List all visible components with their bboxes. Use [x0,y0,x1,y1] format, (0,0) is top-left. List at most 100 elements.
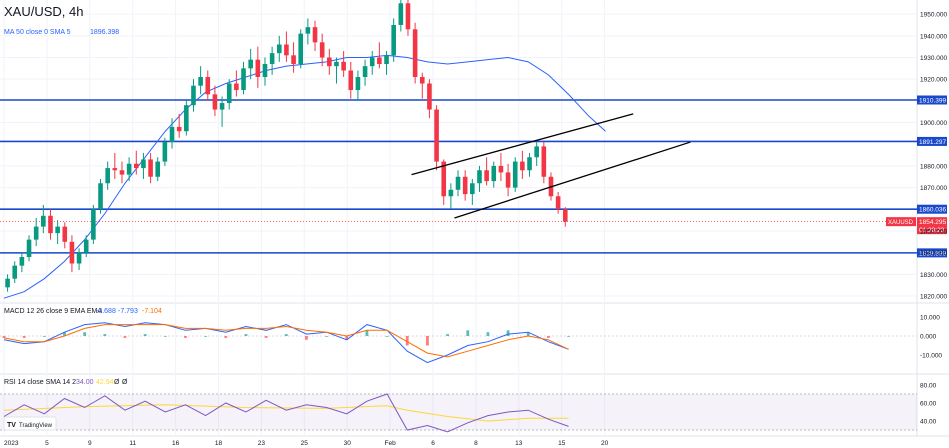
axes: 1950.000 1940.000 1930.000 1920.000 1900.000… [4,12,947,447]
macd-histogram-bar [466,330,470,336]
candles [5,0,568,292]
candle-body [562,209,568,222]
macd-histogram-bar [163,336,167,337]
price-tick-label: 1930.000 [920,55,947,62]
candle-body [83,239,89,253]
candle-body [191,85,196,106]
rsi-tick-label: 80.00 [920,383,937,390]
macd-histogram-bar [345,336,349,340]
time-tick-label: 6 [431,440,435,447]
candle-body [5,278,10,288]
candle-body [41,215,46,227]
macd-histogram-bar [143,334,147,336]
candle-body [305,27,311,34]
macd-histogram-bar [405,336,409,346]
candle-body [55,226,60,234]
macd-histogram-bar [103,334,107,336]
macd-histogram-bar [284,334,288,336]
candle-body [284,44,289,56]
macd-histogram-bar [83,332,87,336]
price-tick-label: 1880.000 [920,163,947,170]
price-tick-label: 1840.000 [920,250,947,257]
candle-body [534,146,539,158]
time-tick-label: 11 [129,440,136,447]
time-tick-label: 8 [474,440,478,447]
candle-body [491,165,497,182]
candle-body [412,29,418,78]
candle-body [255,59,261,78]
candle-body [505,172,511,188]
candle-body [462,176,468,195]
level-badge [917,95,947,105]
candle-body [319,42,325,58]
candle-body [76,252,82,264]
macd-value: -7.793 [118,308,138,315]
candle-body [198,77,203,86]
candle-body [62,226,68,242]
candle-body [141,159,146,169]
candle-body [419,77,425,84]
rsi-value: 34.00 [76,379,94,386]
candle-body [234,83,239,91]
macd-tick-label: -10.000 [920,353,942,360]
candle-body [434,109,439,162]
candle-body [377,57,382,65]
candle-body [348,70,354,91]
level-badge [917,248,947,258]
time-tick-label: 9 [88,440,92,447]
level-value: 1910.399 [919,98,946,105]
macd-histogram-bar [547,336,550,338]
symbol-badge [886,217,916,227]
candle-body [69,241,75,264]
candle-body [119,170,125,175]
candle-body [369,57,375,67]
candle-body [448,189,454,197]
candle-body [12,265,18,279]
symbol-label: XAUUSD [888,220,914,226]
candle-body [498,165,504,173]
candle-body [455,176,461,190]
horizontal-levels[interactable]: 1910.399 1891.297 1860.036 1839.899 XAUUSD 18… [0,95,947,258]
candle-body [26,239,32,257]
countdown: 01:28:23 [919,227,945,234]
candle-body [312,27,318,43]
price-tick-label: 1870.000 [920,185,947,192]
rsi-na-value: Ø [122,379,128,386]
candle-body [19,256,25,266]
macd-histogram-bar [63,332,66,336]
candle-body [176,126,182,132]
level-badge [917,204,947,214]
macd-histogram-bar [506,330,510,336]
symbol-title: XAU/USD, 4h [4,4,83,19]
candle-body [520,161,525,171]
macd-histogram-bar [385,336,389,337]
signal-value: -7.104 [142,308,162,315]
price-tick-label: 1950.000 [920,12,947,19]
candle-body [484,170,489,182]
candle-body [291,55,296,65]
candle-body [219,103,225,110]
candle-body [555,196,561,210]
last-price-badge [917,217,947,235]
price-tick-label: 1920.000 [920,77,947,84]
candle-body [276,44,282,54]
time-tick-label: 18 [215,440,223,447]
rsi-band [0,394,917,430]
level-value: 1860.036 [919,207,946,214]
rsi-ma-value: 42.94 [96,379,114,386]
price-tick-label: 1850.000 [920,228,947,235]
channel-lines[interactable] [411,113,691,219]
candle-body [169,126,175,143]
candle-body [355,77,361,91]
time-tick-label: 2023 [4,440,19,447]
candle-body [184,105,189,132]
price-tick-label: 1820.000 [920,294,947,301]
rsi-na-value: Ø [114,379,120,386]
candle-body [98,183,103,210]
macd-histogram-bar [42,336,46,337]
ma50-line [3,54,606,299]
macd-line [3,322,569,364]
time-tick-label: Feb [384,440,396,447]
time-tick-label: 20 [601,440,609,447]
